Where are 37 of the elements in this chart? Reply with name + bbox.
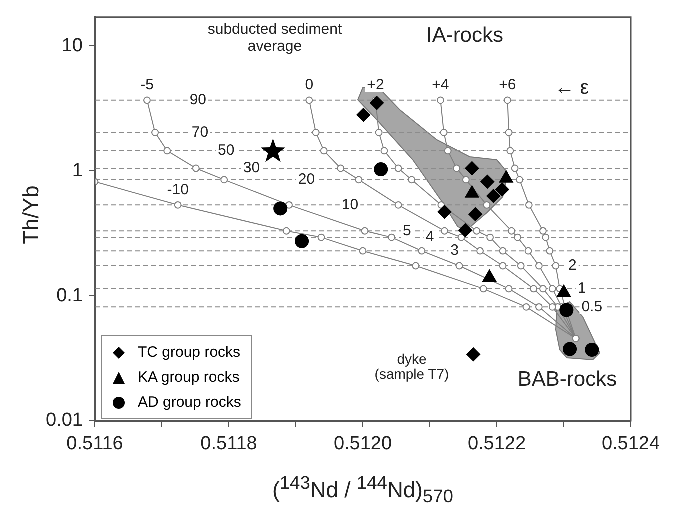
y-tick-label: 0.01 — [46, 410, 83, 432]
x-tick-label: 0.5120 — [334, 434, 392, 455]
y-tick-label: 1 — [72, 160, 83, 182]
x-tick-label: 0.5124 — [602, 434, 660, 455]
annotation: 90 — [190, 92, 207, 109]
annotation: 0 — [305, 76, 314, 94]
legend-label: AD group rocks — [138, 393, 242, 413]
annotation: 30 — [243, 160, 260, 177]
annotation: -5 — [140, 76, 154, 94]
annotation: dyke (sample T7) — [374, 351, 450, 383]
annotation: +2 — [367, 76, 384, 94]
y-tick-label: 0.1 — [56, 285, 83, 306]
annotation: 20 — [298, 171, 316, 188]
annotation: 1 — [578, 280, 586, 298]
annotation: BAB-rocks — [516, 368, 618, 392]
annotation: -10 — [167, 181, 189, 198]
annotation: IA-rocks — [425, 24, 504, 48]
annotation: 50 — [218, 142, 235, 160]
x-tick-label: 0.5118 — [200, 434, 258, 455]
annotation: 70 — [192, 124, 209, 141]
x-tick-label: 0.5122 — [468, 434, 526, 455]
y-axis-title: Th/Yb — [18, 186, 44, 244]
annotation: 10 — [342, 196, 359, 214]
y-tick-label: 10 — [62, 35, 83, 56]
annotation: 4 — [426, 228, 434, 246]
annotation: +4 — [432, 76, 450, 94]
legend-label: KA group rocks — [138, 368, 240, 388]
annotation: 2 — [568, 257, 577, 274]
annotation: ← ε — [554, 77, 590, 99]
annotation: +6 — [499, 76, 516, 94]
x-tick-label: 0.5116 — [66, 434, 124, 455]
annotation: subducted sediment average — [206, 21, 344, 55]
annotation: 3 — [450, 242, 459, 260]
annotation: 0.5 — [582, 298, 603, 316]
annotation: 5 — [403, 222, 412, 240]
x-axis-title: ($^{143}$Nd / $^{144}$Nd)$_{570}$ — [271, 472, 455, 508]
legend-label: TC group rocks — [138, 343, 241, 363]
